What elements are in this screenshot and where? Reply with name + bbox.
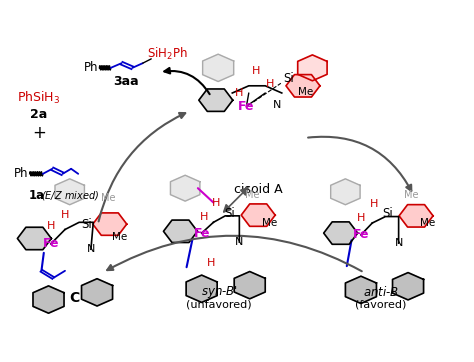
Text: H: H — [207, 257, 215, 268]
Polygon shape — [186, 275, 217, 302]
Text: N: N — [235, 237, 244, 247]
Text: H: H — [266, 79, 274, 89]
Polygon shape — [346, 276, 376, 303]
Polygon shape — [199, 89, 233, 111]
Text: $anti$-B: $anti$-B — [363, 285, 399, 299]
Text: H: H — [200, 212, 208, 222]
Polygon shape — [203, 54, 234, 81]
Text: Si: Si — [81, 218, 91, 231]
Polygon shape — [18, 227, 51, 250]
Polygon shape — [298, 55, 327, 81]
Text: Fe: Fe — [43, 237, 59, 251]
Text: Ph: Ph — [84, 61, 98, 74]
Polygon shape — [55, 179, 84, 205]
Text: Fe: Fe — [238, 100, 255, 113]
Text: 1a: 1a — [28, 189, 45, 202]
Polygon shape — [324, 222, 357, 244]
Text: Fe: Fe — [193, 227, 210, 240]
Text: ($E$/$Z$ mixed): ($E$/$Z$ mixed) — [41, 189, 99, 202]
Text: Me: Me — [101, 193, 116, 203]
Text: Si: Si — [383, 207, 393, 220]
Text: N: N — [87, 244, 95, 254]
Text: Fe: Fe — [353, 228, 369, 241]
Text: H: H — [211, 198, 220, 207]
Text: Me: Me — [263, 218, 278, 228]
Text: N: N — [394, 238, 403, 248]
Polygon shape — [93, 213, 127, 235]
Text: +: + — [32, 123, 46, 142]
Polygon shape — [82, 279, 112, 306]
Text: H: H — [235, 88, 244, 98]
Text: Me: Me — [111, 232, 127, 242]
Text: Me: Me — [420, 218, 436, 228]
Polygon shape — [33, 286, 64, 313]
Text: Ph: Ph — [14, 167, 28, 180]
Polygon shape — [392, 273, 424, 300]
Text: H: H — [357, 213, 365, 223]
Text: (unfavored): (unfavored) — [186, 300, 252, 310]
Text: Si: Si — [283, 72, 294, 85]
Polygon shape — [164, 220, 197, 243]
Text: Me: Me — [246, 190, 260, 201]
Text: SiH$_2$Ph: SiH$_2$Ph — [147, 45, 188, 62]
Text: Me: Me — [298, 87, 313, 97]
Polygon shape — [241, 204, 275, 226]
Text: $syn$-B': $syn$-B' — [201, 285, 237, 300]
Text: H: H — [369, 199, 378, 209]
Text: N: N — [273, 100, 281, 110]
Text: 3aa: 3aa — [113, 75, 139, 88]
Polygon shape — [331, 179, 360, 205]
Text: H: H — [61, 210, 69, 220]
Text: H: H — [252, 67, 260, 76]
Polygon shape — [171, 175, 200, 201]
Text: (favored): (favored) — [355, 300, 406, 310]
Text: PhSiH$_3$: PhSiH$_3$ — [18, 90, 61, 106]
Text: cisoid A: cisoid A — [234, 184, 283, 197]
Polygon shape — [286, 75, 320, 97]
Polygon shape — [234, 272, 265, 299]
Polygon shape — [399, 205, 433, 227]
Text: Me: Me — [404, 190, 419, 201]
Text: 2a: 2a — [30, 108, 48, 121]
Text: Si: Si — [225, 207, 235, 220]
Text: H: H — [46, 221, 55, 231]
Text: C: C — [69, 291, 80, 305]
